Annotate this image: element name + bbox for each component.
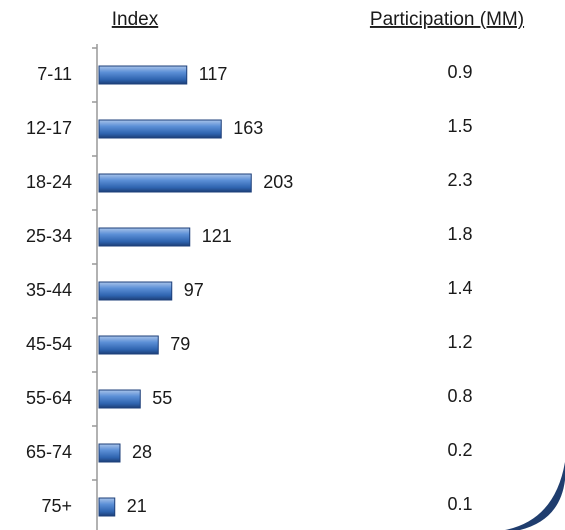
bar xyxy=(98,227,191,247)
y-tick-label: 7-11 xyxy=(37,64,72,84)
bar xyxy=(98,173,252,193)
bar xyxy=(98,497,116,517)
participation-value: 0.8 xyxy=(447,386,472,406)
data-label: 79 xyxy=(170,334,190,354)
data-label: 97 xyxy=(184,280,204,300)
bar xyxy=(98,335,159,355)
y-tick-label: 65-74 xyxy=(26,442,72,462)
data-label: 117 xyxy=(199,64,228,84)
participation-header: Participation (MM) xyxy=(370,9,524,30)
participation-value: 0.1 xyxy=(447,494,472,514)
participation-value: 1.8 xyxy=(447,224,472,244)
bar xyxy=(98,443,121,463)
bar xyxy=(98,119,222,139)
participation-value: 1.2 xyxy=(447,332,472,352)
y-tick-label: 45-54 xyxy=(26,334,72,354)
index-header: Index xyxy=(112,9,159,30)
y-tick-label: 55-64 xyxy=(26,388,72,408)
data-label: 28 xyxy=(132,442,152,462)
y-tick-label: 35-44 xyxy=(26,280,72,300)
corner-decoration xyxy=(505,462,565,530)
data-label: 21 xyxy=(127,496,147,516)
participation-value: 0.2 xyxy=(447,440,472,460)
data-label: 55 xyxy=(152,388,172,408)
y-tick-label: 18-24 xyxy=(26,172,72,192)
bar xyxy=(98,389,141,409)
participation-value: 0.9 xyxy=(447,62,472,82)
y-tick-label: 12-17 xyxy=(26,118,72,138)
data-label: 121 xyxy=(202,226,232,246)
participation-value: 1.5 xyxy=(447,116,472,136)
y-tick-label: 75+ xyxy=(41,496,72,516)
bar xyxy=(98,65,188,85)
participation-value: 1.4 xyxy=(447,278,472,298)
bar xyxy=(98,281,173,301)
data-label: 203 xyxy=(263,172,293,192)
participation-value: 2.3 xyxy=(447,170,472,190)
data-label: 163 xyxy=(233,118,263,138)
y-tick-label: 25-34 xyxy=(26,226,72,246)
